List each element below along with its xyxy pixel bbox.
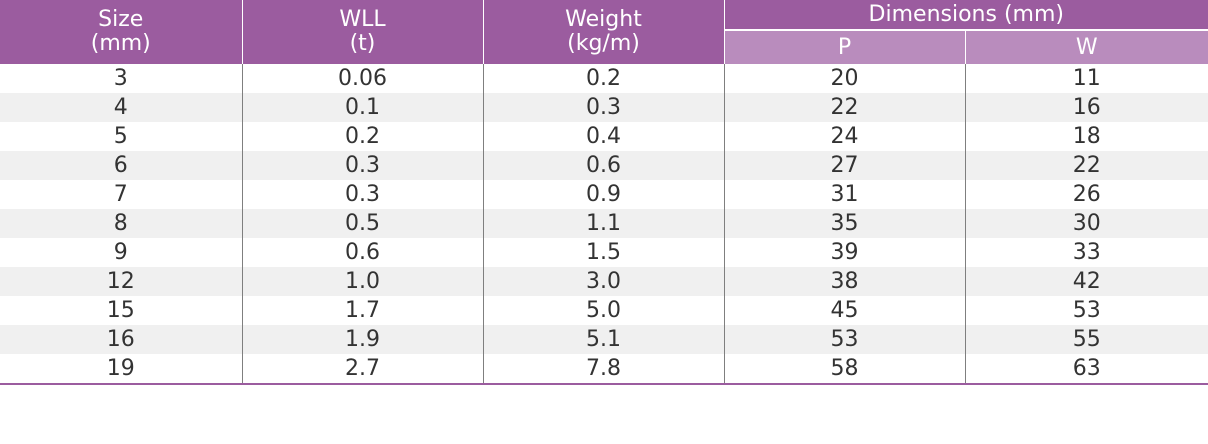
cell-weight: 5.1 — [483, 325, 725, 354]
header-wll: WLL (t) — [242, 0, 484, 64]
cell-size: 12 — [0, 267, 243, 296]
cell-p: 22 — [724, 93, 966, 122]
cell-w: 30 — [965, 209, 1208, 238]
cell-size: 15 — [0, 296, 243, 325]
cell-weight: 1.1 — [483, 209, 725, 238]
cell-w: 18 — [965, 122, 1208, 151]
cell-weight: 3.0 — [483, 267, 725, 296]
table-row: 19 2.7 7.8 58 63 — [0, 354, 1208, 385]
cell-size: 5 — [0, 122, 243, 151]
cell-weight: 7.8 — [483, 354, 725, 385]
header-weight-label: Weight — [565, 7, 642, 32]
header-size: Size (mm) — [0, 0, 243, 64]
cell-size: 4 — [0, 93, 243, 122]
cell-wll: 1.0 — [242, 267, 484, 296]
table-row: 12 1.0 3.0 38 42 — [0, 267, 1208, 296]
cell-w: 33 — [965, 238, 1208, 267]
cell-wll: 0.3 — [242, 151, 484, 180]
cell-weight: 1.5 — [483, 238, 725, 267]
cell-w: 11 — [965, 64, 1208, 93]
cell-p: 45 — [724, 296, 966, 325]
cell-p: 39 — [724, 238, 966, 267]
chain-specification-table: Size (mm) WLL (t) Weight (kg/m) Dimensio… — [0, 0, 1208, 385]
cell-p: 24 — [724, 122, 966, 151]
table-row: 7 0.3 0.9 31 26 — [0, 180, 1208, 209]
cell-size: 7 — [0, 180, 243, 209]
cell-p: 20 — [724, 64, 966, 93]
cell-size: 8 — [0, 209, 243, 238]
cell-wll: 1.9 — [242, 325, 484, 354]
cell-weight: 0.2 — [483, 64, 725, 93]
cell-w: 22 — [965, 151, 1208, 180]
cell-wll: 0.5 — [242, 209, 484, 238]
header-size-unit: (mm) — [90, 31, 151, 56]
header-size-label: Size — [98, 7, 144, 32]
table-row: 6 0.3 0.6 27 22 — [0, 151, 1208, 180]
cell-wll: 0.1 — [242, 93, 484, 122]
cell-w: 55 — [965, 325, 1208, 354]
header-dimensions: Dimensions (mm) — [724, 0, 1208, 31]
cell-wll: 0.06 — [242, 64, 484, 93]
cell-wll: 1.7 — [242, 296, 484, 325]
cell-p: 35 — [724, 209, 966, 238]
cell-weight: 0.4 — [483, 122, 725, 151]
table-row: 4 0.1 0.3 22 16 — [0, 93, 1208, 122]
cell-p: 27 — [724, 151, 966, 180]
table-row: 8 0.5 1.1 35 30 — [0, 209, 1208, 238]
cell-p: 38 — [724, 267, 966, 296]
cell-w: 63 — [965, 354, 1208, 385]
table-row: 9 0.6 1.5 39 33 — [0, 238, 1208, 267]
cell-size: 9 — [0, 238, 243, 267]
cell-w: 16 — [965, 93, 1208, 122]
cell-wll: 2.7 — [242, 354, 484, 385]
cell-size: 3 — [0, 64, 243, 93]
header-wll-label: WLL — [339, 7, 386, 32]
cell-w: 42 — [965, 267, 1208, 296]
cell-w: 53 — [965, 296, 1208, 325]
table-row: 16 1.9 5.1 53 55 — [0, 325, 1208, 354]
cell-p: 31 — [724, 180, 966, 209]
header-dim-p: P — [724, 29, 966, 64]
header-wll-unit: (t) — [349, 31, 376, 56]
table-row: 15 1.7 5.0 45 53 — [0, 296, 1208, 325]
cell-size: 16 — [0, 325, 243, 354]
cell-p: 58 — [724, 354, 966, 385]
cell-weight: 0.3 — [483, 93, 725, 122]
table-row: 3 0.06 0.2 20 11 — [0, 64, 1208, 93]
table-header: Size (mm) WLL (t) Weight (kg/m) Dimensio… — [0, 0, 1208, 64]
cell-weight: 0.6 — [483, 151, 725, 180]
cell-weight: 0.9 — [483, 180, 725, 209]
cell-w: 26 — [965, 180, 1208, 209]
table-body: 3 0.06 0.2 20 11 4 0.1 0.3 22 16 5 0.2 0.4 24 18 6 0.3 0.… — [0, 64, 1208, 385]
cell-size: 6 — [0, 151, 243, 180]
header-weight: Weight (kg/m) — [483, 0, 725, 64]
table-row: 5 0.2 0.4 24 18 — [0, 122, 1208, 151]
cell-wll: 0.6 — [242, 238, 484, 267]
header-dim-w: W — [965, 29, 1208, 64]
header-weight-unit: (kg/m) — [567, 31, 640, 56]
cell-p: 53 — [724, 325, 966, 354]
cell-weight: 5.0 — [483, 296, 725, 325]
cell-wll: 0.2 — [242, 122, 484, 151]
cell-wll: 0.3 — [242, 180, 484, 209]
cell-size: 19 — [0, 354, 243, 385]
